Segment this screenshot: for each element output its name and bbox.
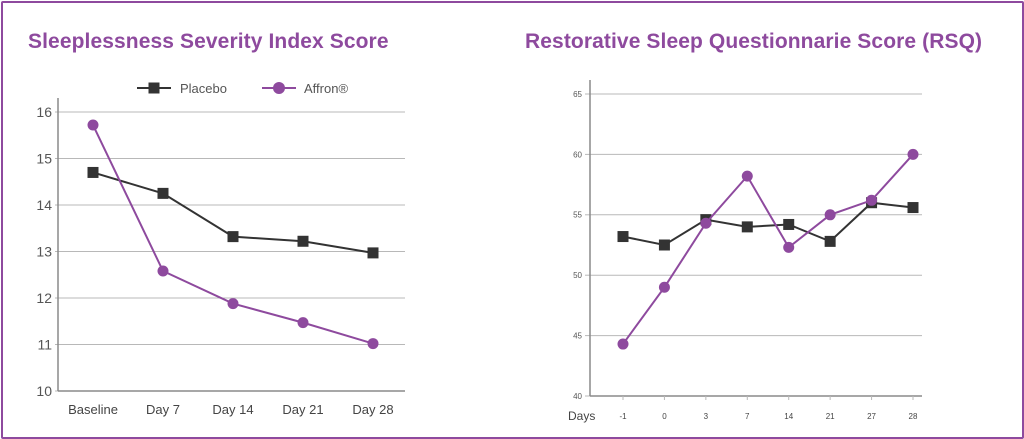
data-point <box>617 338 629 350</box>
x-tick-label: 27 <box>867 412 876 421</box>
series-line <box>622 153 914 345</box>
legend-label-affron: Affron® <box>304 81 348 96</box>
y-tick-label: 15 <box>36 151 52 167</box>
data-point <box>700 217 712 229</box>
y-tick-label: 12 <box>36 290 52 306</box>
legend-label-placebo: Placebo <box>180 81 227 96</box>
data-point <box>87 166 99 178</box>
x-axis-label: Days <box>568 409 595 423</box>
data-point <box>907 202 919 214</box>
x-tick-label: -1 <box>619 412 627 421</box>
data-point <box>227 231 239 243</box>
x-tick-label: 14 <box>784 412 793 421</box>
x-tick-label: Day 7 <box>146 402 180 417</box>
x-tick-label: Baseline <box>68 402 118 417</box>
legend-marker-placebo <box>148 82 160 94</box>
data-point <box>658 281 670 293</box>
data-point <box>227 298 239 310</box>
y-tick-label: 50 <box>573 271 582 280</box>
y-tick-label: 65 <box>573 90 582 99</box>
y-tick-label: 10 <box>36 383 52 399</box>
data-point <box>297 317 309 329</box>
y-tick-label: 14 <box>36 197 52 213</box>
y-tick-label: 60 <box>573 150 582 159</box>
y-tick-label: 13 <box>36 244 52 260</box>
x-tick-label: Day 14 <box>212 402 253 417</box>
x-tick-label: Day 21 <box>282 402 323 417</box>
data-point <box>367 338 379 350</box>
x-tick-label: 0 <box>662 412 667 421</box>
data-point <box>617 231 629 243</box>
y-tick-label: 16 <box>36 104 52 120</box>
x-tick-label: 28 <box>909 412 918 421</box>
x-tick-label: 7 <box>745 412 750 421</box>
data-point <box>824 209 836 221</box>
data-point <box>866 194 878 206</box>
chart-title-rsq: Restorative Sleep Questionnarie Score (R… <box>525 30 983 53</box>
legend-marker-affron <box>273 82 285 94</box>
x-tick-label: Day 28 <box>352 402 393 417</box>
chart-title-ssi: Sleeplessness Severity Index Score <box>28 30 389 53</box>
data-point <box>741 221 753 233</box>
data-point <box>907 148 919 160</box>
data-point <box>157 265 169 277</box>
y-tick-label: 45 <box>573 331 582 340</box>
data-point <box>367 247 379 259</box>
y-tick-label: 55 <box>573 211 582 220</box>
data-point <box>87 119 99 131</box>
x-tick-label: 3 <box>704 412 709 421</box>
x-tick-label: 21 <box>826 412 835 421</box>
y-tick-label: 40 <box>573 392 582 401</box>
y-tick-label: 11 <box>37 337 52 353</box>
data-point <box>297 235 309 247</box>
data-point <box>741 170 753 182</box>
data-point <box>783 218 795 230</box>
series-line <box>622 201 914 247</box>
data-point <box>783 241 795 253</box>
data-point <box>658 239 670 251</box>
data-point <box>157 187 169 199</box>
data-point <box>824 235 836 247</box>
